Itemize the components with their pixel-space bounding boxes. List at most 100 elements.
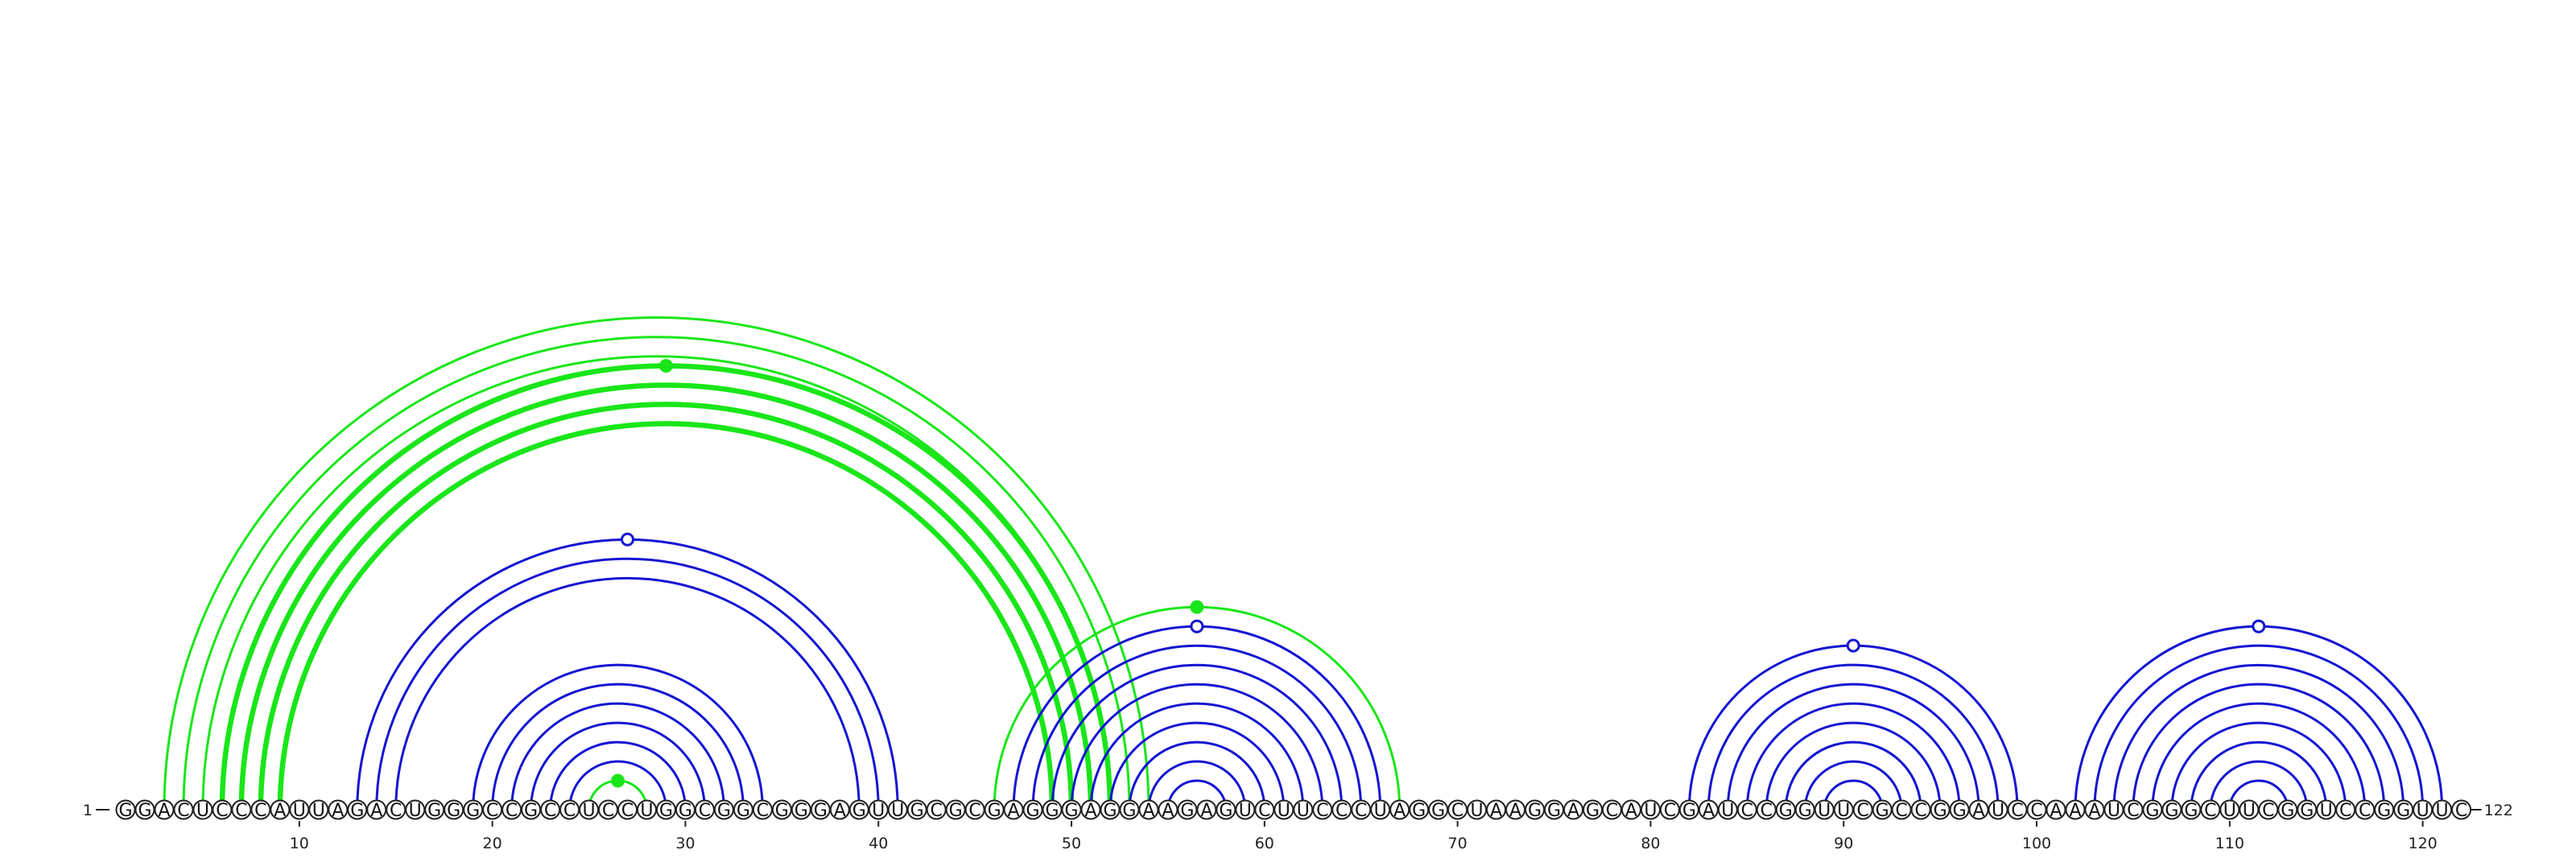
base-pair-arc-107-116 xyxy=(2170,721,2347,811)
nucleotide-10: U xyxy=(289,799,310,821)
svg-text:C: C xyxy=(1857,801,1869,821)
svg-text:U: U xyxy=(1837,801,1850,821)
svg-text:C: C xyxy=(1258,801,1270,821)
nucleotide-14: A xyxy=(366,799,387,821)
svg-text:A: A xyxy=(1084,801,1096,821)
nucleotide-60: C xyxy=(1254,799,1275,821)
nucleotide-26: C xyxy=(598,799,618,821)
base-pair-arcs xyxy=(163,316,2444,811)
svg-text:70: 70 xyxy=(1448,835,1468,852)
svg-text:G: G xyxy=(910,801,924,821)
svg-text:U: U xyxy=(1471,801,1484,821)
nucleotide-117: C xyxy=(2355,799,2376,821)
helix-marker-3 xyxy=(620,532,634,547)
svg-text:G: G xyxy=(717,801,731,821)
nucleotide-67: A xyxy=(1389,799,1410,821)
svg-text:G: G xyxy=(2184,801,2198,821)
svg-text:C: C xyxy=(390,801,402,821)
svg-text:C: C xyxy=(486,801,498,821)
svg-text:C: C xyxy=(2359,801,2371,821)
svg-text:C: C xyxy=(2127,801,2139,821)
nucleotide-5: U xyxy=(192,799,213,821)
helix-marker-6 xyxy=(1190,600,1204,614)
svg-text:C: C xyxy=(1316,801,1328,821)
nucleotide-30: G xyxy=(675,799,696,821)
nucleotide-44: G xyxy=(945,799,966,821)
svg-text:G: G xyxy=(679,801,692,821)
nucleotide-96: G xyxy=(1949,799,1970,821)
svg-text:G: G xyxy=(1412,801,1426,821)
svg-text:U: U xyxy=(582,801,595,821)
base-pair-arc-87-94 xyxy=(1784,740,1922,811)
svg-text:C: C xyxy=(2339,801,2351,821)
nucleotide-109: C xyxy=(2200,799,2221,821)
nucleotide-31: C xyxy=(694,799,715,821)
nucleotide-58: G xyxy=(1216,799,1236,821)
nucleotide-22: G xyxy=(521,799,542,821)
svg-text:G: G xyxy=(1528,801,1542,821)
svg-text:G: G xyxy=(949,801,963,821)
svg-text:G: G xyxy=(427,801,441,821)
svg-text:80: 80 xyxy=(1641,835,1660,852)
svg-text:C: C xyxy=(2455,801,2467,821)
svg-text:G: G xyxy=(1026,801,1040,821)
nucleotide-37: G xyxy=(810,799,831,821)
svg-text:G: G xyxy=(1180,801,1194,821)
nucleotide-106: G xyxy=(2142,799,2163,821)
svg-text:U: U xyxy=(2243,801,2256,821)
sequence-end-label: 122 xyxy=(2484,802,2513,819)
nucleotide-95: G xyxy=(1930,799,1951,821)
nucleotide-115: U xyxy=(2316,799,2337,821)
svg-text:50: 50 xyxy=(1062,835,1081,852)
nucleotide-7: C xyxy=(231,799,252,821)
nucleotide-91: C xyxy=(1852,799,1873,821)
svg-text:U: U xyxy=(293,801,306,821)
base-pair-arc-48-65 xyxy=(1031,644,1363,811)
nucleotide-33: G xyxy=(733,799,753,821)
helix-marker-1 xyxy=(658,358,673,373)
svg-text:C: C xyxy=(177,801,189,821)
svg-text:A: A xyxy=(1200,801,1212,821)
position-tick-110: 110 xyxy=(2215,821,2244,852)
nucleotide-49: G xyxy=(1042,799,1063,821)
svg-text:C: C xyxy=(1451,801,1463,821)
svg-text:G: G xyxy=(118,801,132,821)
position-tick-120: 120 xyxy=(2408,821,2438,852)
svg-text:C: C xyxy=(1664,801,1676,821)
nucleotide-116: C xyxy=(2335,799,2356,821)
nucleotide-59: U xyxy=(1235,799,1256,821)
nucleotide-65: C xyxy=(1351,799,1372,821)
nucleotide-108: G xyxy=(2181,799,2202,821)
base-pair-arc-108-115 xyxy=(2190,740,2328,811)
svg-text:U: U xyxy=(2320,801,2333,821)
base-pair-arc-83-98 xyxy=(1707,663,2000,811)
base-pair-arc-84-97 xyxy=(1726,683,1980,811)
base-pair-arc-3-54 xyxy=(163,316,1150,811)
svg-text:G: G xyxy=(2165,801,2178,821)
nucleotide-23: C xyxy=(540,799,561,821)
base-pair-arc-5-52 xyxy=(201,354,1112,811)
nucleotide-11: U xyxy=(308,799,329,821)
nucleotide-54: A xyxy=(1138,799,1159,821)
svg-text:C: C xyxy=(968,801,980,821)
nucleotide-18: G xyxy=(444,799,464,821)
nucleotide-55: A xyxy=(1158,799,1179,821)
nucleotide-68: G xyxy=(1409,799,1430,821)
svg-text:G: G xyxy=(524,801,538,821)
nucleotide-2: G xyxy=(134,799,155,821)
svg-text:C: C xyxy=(216,801,228,821)
nucleotide-76: A xyxy=(1563,799,1583,821)
base-pair-arc-51-62 xyxy=(1089,702,1305,811)
svg-text:A: A xyxy=(1509,801,1521,821)
svg-text:G: G xyxy=(138,801,151,821)
nucleotide-40: U xyxy=(868,799,889,821)
nucleotide-69: G xyxy=(1428,799,1449,821)
svg-text:C: C xyxy=(544,801,556,821)
base-pair-arc-88-93 xyxy=(1803,760,1903,811)
nucleotide-25: U xyxy=(579,799,600,821)
nucleotide-97: A xyxy=(1968,799,1989,821)
base-pair-arc-24-29 xyxy=(568,760,667,811)
svg-text:C: C xyxy=(2262,801,2274,821)
nucleotide-100: C xyxy=(2026,799,2047,821)
base-pair-arc-4-53 xyxy=(182,335,1131,811)
